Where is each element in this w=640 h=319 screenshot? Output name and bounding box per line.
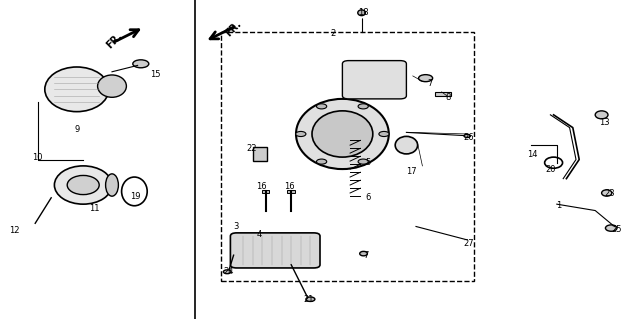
Ellipse shape <box>45 67 109 112</box>
Ellipse shape <box>358 10 365 16</box>
Ellipse shape <box>360 251 367 256</box>
Ellipse shape <box>296 99 389 169</box>
Text: 26: 26 <box>463 133 474 142</box>
Text: 1: 1 <box>556 201 561 210</box>
Text: 11: 11 <box>90 204 100 213</box>
Circle shape <box>358 104 369 109</box>
Ellipse shape <box>464 134 470 137</box>
Text: 21: 21 <box>303 295 314 304</box>
Ellipse shape <box>312 111 372 157</box>
Ellipse shape <box>419 75 433 82</box>
Bar <box>435 92 451 96</box>
Ellipse shape <box>306 297 315 301</box>
Ellipse shape <box>595 111 608 119</box>
Text: 16: 16 <box>256 182 266 191</box>
Text: 2: 2 <box>330 29 335 38</box>
Circle shape <box>296 131 306 137</box>
Text: 12: 12 <box>9 226 19 235</box>
Text: 10: 10 <box>32 153 42 162</box>
Ellipse shape <box>605 225 617 231</box>
Text: 18: 18 <box>358 8 369 17</box>
Text: 5: 5 <box>365 158 371 167</box>
Circle shape <box>316 159 327 164</box>
Bar <box>221 32 474 281</box>
Text: 22: 22 <box>246 144 257 153</box>
Text: 7: 7 <box>364 251 369 260</box>
Text: 25: 25 <box>611 225 621 234</box>
Bar <box>262 190 269 193</box>
Ellipse shape <box>396 136 417 154</box>
Circle shape <box>379 131 389 137</box>
Text: 4: 4 <box>257 230 262 239</box>
Text: 19: 19 <box>131 192 141 201</box>
Ellipse shape <box>54 166 112 204</box>
Text: 24: 24 <box>224 267 234 276</box>
Text: 3: 3 <box>233 222 238 231</box>
Text: FR.: FR. <box>224 19 243 39</box>
Bar <box>287 190 295 193</box>
Ellipse shape <box>67 175 99 195</box>
FancyBboxPatch shape <box>342 61 406 99</box>
Text: 9: 9 <box>74 125 79 134</box>
Text: 15: 15 <box>150 70 161 79</box>
Text: 20: 20 <box>545 165 556 174</box>
Text: 27: 27 <box>463 239 474 248</box>
Bar <box>253 147 267 161</box>
Ellipse shape <box>223 270 231 274</box>
Ellipse shape <box>602 190 612 196</box>
Text: 16: 16 <box>284 182 294 191</box>
Ellipse shape <box>133 60 149 68</box>
Circle shape <box>317 104 327 109</box>
Text: 8: 8 <box>445 93 451 102</box>
Text: 23: 23 <box>604 189 614 198</box>
Text: 14: 14 <box>527 150 538 159</box>
Circle shape <box>358 159 369 164</box>
Ellipse shape <box>106 174 118 196</box>
Text: 13: 13 <box>600 118 610 127</box>
Text: FR.: FR. <box>104 31 124 51</box>
Text: 6: 6 <box>365 193 371 202</box>
Text: 17: 17 <box>406 167 417 176</box>
FancyBboxPatch shape <box>230 233 320 268</box>
Text: 7: 7 <box>428 79 433 88</box>
Ellipse shape <box>97 75 127 97</box>
